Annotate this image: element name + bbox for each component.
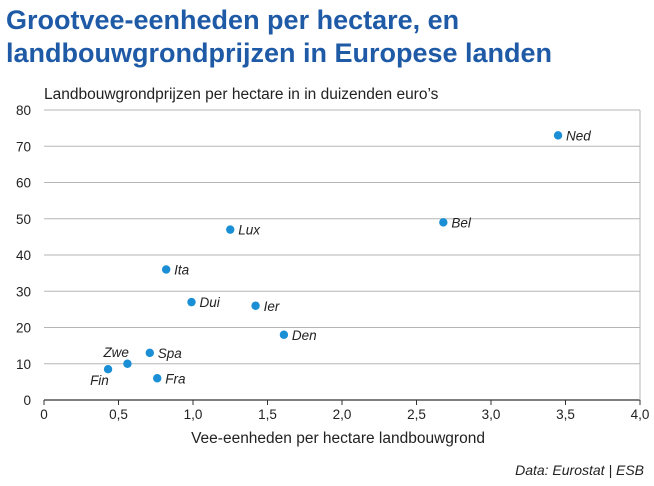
point-label-dui: Dui — [200, 295, 221, 310]
point-label-lux: Lux — [238, 223, 261, 238]
data-point-fin — [103, 364, 113, 374]
data-point-zwe — [123, 359, 132, 368]
y-tick-label: 20 — [16, 321, 31, 336]
point-label-den: Den — [292, 328, 317, 343]
point-label-fra: Fra — [165, 371, 186, 386]
point-label-ier: Ier — [264, 299, 280, 314]
data-point-spa — [145, 348, 154, 358]
chart-title: Grootvee-eenheden per hectare, en landbo… — [6, 5, 553, 68]
y-tick-labels: 0 10 20 30 40 50 60 70 80 — [16, 103, 31, 408]
x-tick-label: 2,5 — [407, 407, 426, 422]
x-tick-label: 3,0 — [482, 407, 501, 422]
data-point-ita — [161, 265, 171, 274]
point-label-zwe: Zwe — [102, 345, 129, 360]
data-point-bel — [439, 218, 448, 227]
x-tick-label: 1,5 — [258, 407, 277, 422]
x-tick-label: 2,0 — [333, 407, 352, 422]
x-tick-label: 1,0 — [184, 407, 203, 422]
y-tick-label: 50 — [16, 212, 31, 227]
x-tick-label: 3,5 — [556, 407, 575, 422]
y-axis-label: Landbouwgrondprijzen per hectare in in d… — [44, 86, 439, 103]
y-tick-label: 0 — [23, 393, 31, 408]
y-tick-label: 10 — [16, 357, 31, 372]
point-label-spa: Spa — [158, 346, 183, 361]
point-label-ned: Ned — [566, 128, 591, 143]
data-point-lux — [226, 225, 235, 234]
data-point-dui — [187, 297, 196, 307]
x-tick-label: 0 — [40, 407, 48, 422]
data-point-fra — [153, 374, 162, 383]
point-label-fin: Fin — [90, 373, 109, 388]
x-tick-labels: 0 0,5 1,0 1,5 2,0 2,5 3,0 3,5 4,0 — [40, 400, 649, 422]
point-label-ita: Ita — [174, 263, 190, 278]
grid-lines — [44, 109, 641, 401]
y-tick-label: 60 — [16, 176, 31, 191]
point-label-bel: Bel — [451, 215, 472, 230]
data-point-den — [279, 330, 289, 339]
x-tick-label: 0,5 — [109, 407, 128, 422]
x-tick-label: 4,0 — [631, 407, 650, 422]
y-tick-label: 30 — [16, 284, 31, 299]
x-axis-label: Vee-eenheden per hectare landbouwgrond — [191, 430, 485, 447]
data-point-ier — [251, 301, 260, 310]
y-tick-label: 80 — [16, 103, 31, 118]
source-note: Data: Eurostat | ESB — [515, 462, 644, 478]
y-tick-label: 40 — [16, 248, 31, 263]
data-points: Ned Bel Lux Ita Dui Ier Den Spa Zwe Fin Fra — [90, 128, 591, 388]
data-point-ned — [553, 131, 563, 140]
y-tick-label: 70 — [16, 139, 31, 154]
